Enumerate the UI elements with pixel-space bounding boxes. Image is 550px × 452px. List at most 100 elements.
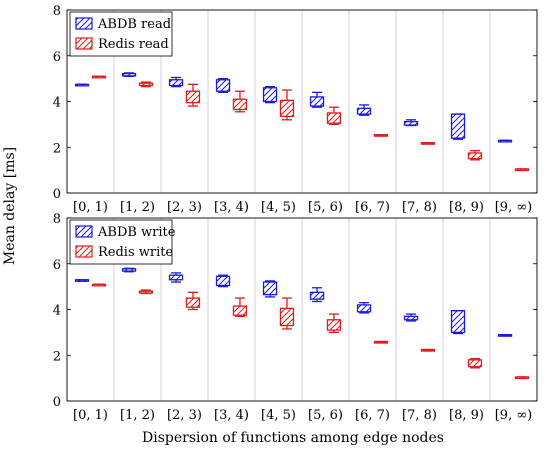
write-delay-chart: 0 2 4 6 8 [0, 1) [1, 2) [2, 3) [3, 4) [4, 5) [5, 6… [53, 212, 538, 423]
box-redis-read [373, 134, 389, 137]
box-body [450, 113, 466, 139]
box-abdb-read [74, 83, 90, 87]
legend-swatch [75, 37, 93, 50]
box-abdb-read [309, 91, 325, 108]
x-tick-label: [1, 2) [120, 408, 155, 423]
box-abdb-read [168, 76, 184, 88]
box-body [215, 79, 231, 92]
x-tick-label: [4, 5) [261, 200, 296, 215]
box-body [497, 334, 513, 337]
box-body [262, 87, 278, 103]
box-body [373, 340, 389, 344]
legend-swatch [75, 245, 93, 258]
y-tick-label: 6 [53, 258, 61, 273]
x-axis-label: Dispersion of functions among edge nodes [142, 430, 444, 446]
box-body [232, 305, 248, 316]
box-abdb-write [121, 267, 137, 273]
box-body [514, 376, 530, 380]
box-body [356, 304, 372, 313]
box-body [467, 152, 483, 160]
x-tick-label: [3, 4) [214, 200, 249, 215]
box-abdb-read [215, 77, 231, 93]
box-body [279, 307, 295, 327]
box-body [326, 112, 342, 124]
box-body [168, 274, 184, 281]
box-body [262, 281, 278, 296]
y-tick-label: 6 [53, 50, 61, 65]
box-redis-read [232, 90, 248, 113]
x-tick-label: [5, 6) [308, 408, 343, 423]
box-redis-read [91, 75, 107, 79]
box-abdb-write [215, 274, 231, 288]
box-body [497, 139, 513, 143]
box-body [185, 90, 201, 104]
box-abdb-read [356, 104, 372, 116]
y-axis-label: Mean delay [ms] [2, 147, 18, 265]
box-redis-write [420, 348, 436, 352]
x-tick-label: [7, 8) [402, 408, 437, 423]
x-tick-label: [6, 7) [355, 200, 390, 215]
box-redis-read [420, 142, 436, 145]
box-body [373, 134, 389, 137]
box-abdb-write [168, 272, 184, 283]
x-tick-label: [3, 4) [214, 408, 249, 423]
y-tick-label: 8 [53, 4, 61, 19]
legend-swatch [75, 225, 93, 238]
legend-label: Redis write [98, 245, 173, 260]
box-body [467, 359, 483, 368]
box-body [309, 291, 325, 300]
box-abdb-read [497, 139, 513, 143]
y-tick-label: 0 [53, 187, 61, 202]
box-body [168, 79, 184, 87]
y-tick-label: 2 [53, 349, 61, 364]
x-tick-label: [7, 8) [402, 200, 437, 215]
box-redis-write [514, 376, 530, 380]
x-tick-label: [0, 1) [73, 200, 108, 215]
x-tick-label: [5, 6) [308, 200, 343, 215]
box-abdb-read [262, 85, 278, 104]
box-redis-write [91, 283, 107, 287]
box-body [91, 75, 107, 79]
x-tick-label: [6, 7) [355, 408, 390, 423]
box-abdb-write [74, 279, 90, 282]
y-tick-label: 4 [53, 96, 61, 111]
legend: ABDB write Redis write [69, 219, 176, 265]
x-tick-label: [2, 3) [167, 200, 202, 215]
x-tick-label: [9, ∞) [495, 408, 533, 423]
x-tick-label: [0, 1) [73, 408, 108, 423]
box-redis-read [326, 106, 342, 126]
box-redis-read [514, 168, 530, 172]
plot-frame [66, 9, 538, 194]
box-redis-write [185, 291, 201, 311]
box-abdb-write [356, 301, 372, 314]
box-body [403, 315, 419, 321]
box-body [420, 142, 436, 145]
box-abdb-write [262, 280, 278, 298]
box-abdb-read [403, 119, 419, 127]
box-body [309, 96, 325, 107]
box-body [403, 120, 419, 126]
box-abdb-read [450, 113, 466, 140]
legend-label: ABDB write [97, 225, 176, 240]
legend-swatch [75, 17, 93, 30]
box-abdb-read [121, 72, 137, 77]
box-redis-write [467, 358, 483, 369]
box-body [514, 168, 530, 172]
box-redis-write [326, 313, 342, 334]
box-body [121, 268, 137, 272]
box-redis-read [279, 89, 295, 121]
legend: ABDB read Redis read [69, 11, 173, 57]
box-body [215, 275, 231, 287]
x-tick-label: [8, 9) [449, 408, 484, 423]
box-body [74, 279, 90, 282]
box-redis-read [138, 81, 154, 88]
y-tick-label: 2 [53, 141, 61, 156]
box-redis-write [138, 289, 154, 295]
box-body [185, 297, 201, 308]
box-redis-write [232, 297, 248, 318]
box-redis-read [467, 150, 483, 161]
box-body [420, 348, 436, 352]
read-delay-chart: 0 2 4 6 8 [0, 1) [1, 2) [2, 3) [3, 4) [4, 5) [5, 6… [53, 4, 538, 215]
x-tick-label: [9, ∞) [495, 200, 533, 215]
